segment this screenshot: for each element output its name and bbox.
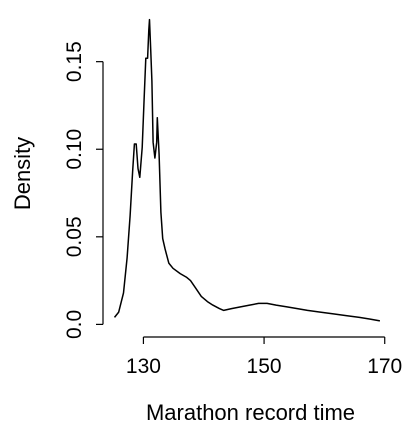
x-tick-label: 170: [367, 355, 402, 378]
x-tick-label: 130: [126, 355, 161, 378]
ticks: 130 150 170 0.0 0.05 0.10 0.15: [63, 41, 402, 378]
density-curve: [113, 18, 381, 322]
y-tick-label: 0.0: [63, 310, 86, 339]
axes: [102, 61, 385, 338]
y-tick-label: 0.10: [63, 129, 86, 170]
y-tick-label: 0.05: [63, 216, 86, 257]
y-tick-label: 0.15: [63, 41, 86, 82]
x-tick-label: 150: [247, 355, 282, 378]
x-axis-title: Marathon record time: [146, 400, 355, 425]
series-group: [113, 18, 381, 322]
y-axis-title: Density: [10, 137, 35, 210]
